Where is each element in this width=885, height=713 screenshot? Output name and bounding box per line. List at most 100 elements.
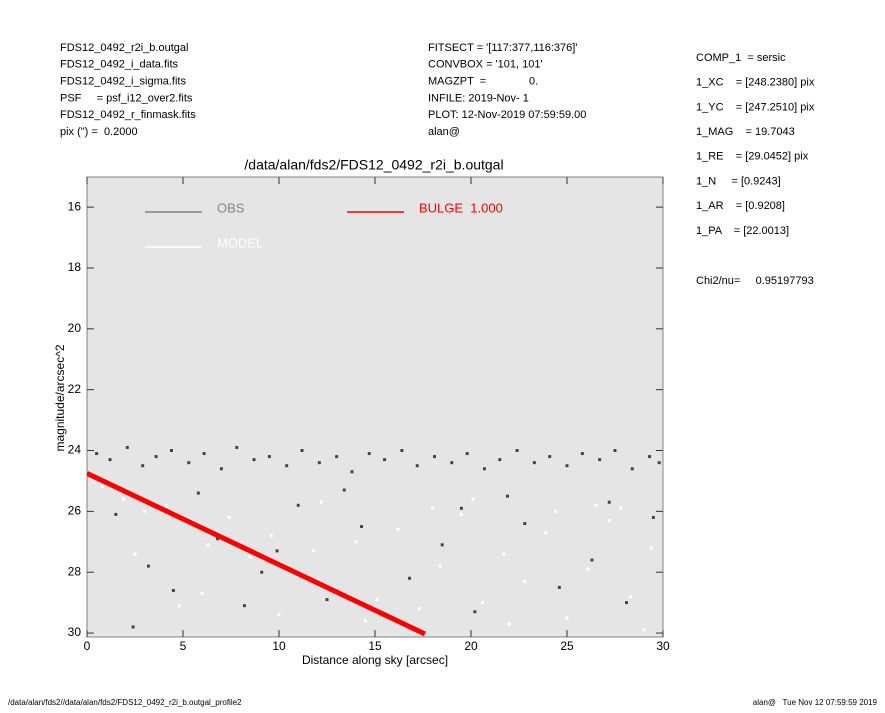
- data-point: [482, 467, 486, 471]
- data-point: [607, 518, 611, 522]
- data-point: [548, 455, 552, 459]
- x-tick-label: 0: [84, 639, 91, 653]
- plot-area: [87, 445, 661, 637]
- header-middle-line: FITSECT = '[117:377,116:376]': [428, 42, 577, 54]
- header-left-line: FDS12_0492_i_data.fits: [60, 59, 179, 71]
- footer-left: /data/alan/fds2//data/alan/fds2/FDS12_04…: [8, 698, 242, 707]
- data-point: [235, 445, 239, 449]
- data-point: [415, 464, 419, 468]
- y-tick-label: 16: [68, 199, 82, 213]
- data-point: [523, 579, 527, 583]
- data-point: [628, 595, 632, 599]
- data-point: [202, 452, 206, 456]
- data-point: [350, 470, 354, 474]
- data-point: [206, 543, 210, 547]
- data-point: [523, 522, 527, 526]
- data-point: [363, 619, 367, 623]
- data-point: [100, 485, 104, 489]
- header-right-line: 1_MAG = 19.7043: [696, 126, 795, 138]
- data-point: [275, 549, 279, 553]
- y-tick-label: 26: [68, 504, 82, 518]
- data-point: [630, 467, 634, 471]
- legend-label: OBS: [217, 200, 245, 215]
- data-point: [187, 461, 191, 465]
- data-point: [502, 552, 506, 556]
- data-point: [312, 549, 316, 553]
- data-point: [242, 604, 246, 608]
- data-point: [408, 576, 412, 580]
- data-point: [648, 455, 652, 459]
- data-point: [440, 543, 444, 547]
- y-tick-label: 18: [68, 260, 82, 274]
- data-point: [154, 455, 158, 459]
- header-middle-line: CONVBOX = '101, 101': [428, 59, 543, 71]
- x-tick-label: 10: [272, 639, 286, 653]
- data-point: [498, 458, 502, 462]
- data-point: [141, 464, 145, 468]
- data-point: [590, 558, 594, 562]
- y-tick-label: 24: [68, 443, 82, 457]
- data-point: [532, 461, 536, 465]
- data-point: [565, 616, 569, 620]
- data-point: [133, 552, 137, 556]
- data-point: [459, 506, 463, 510]
- data-point: [438, 564, 442, 568]
- data-point: [649, 546, 653, 550]
- data-point: [216, 537, 220, 541]
- y-tick-label: 20: [68, 321, 82, 335]
- legend-label: BULGE 1.000: [419, 200, 503, 215]
- data-point: [146, 564, 150, 568]
- header-middle-line: MAGZPT = 0.: [428, 76, 538, 88]
- data-point: [252, 458, 256, 462]
- data-point: [108, 458, 112, 462]
- header-middle-line: PLOT: 12-Nov-2019 07:59:59.00: [428, 109, 586, 121]
- header-middle-line: INFILE: 2019-Nov- 1: [428, 92, 529, 104]
- header-left-line: FDS12_0492_r_finmask.fits: [60, 109, 196, 121]
- legend-label: MODEL: [217, 235, 263, 250]
- data-point: [598, 458, 602, 462]
- data-point: [625, 601, 629, 605]
- plot-background: [86, 176, 664, 638]
- data-point: [269, 534, 273, 538]
- header-right-line: 1_RE = [29.0452] pix: [696, 151, 809, 163]
- data-point: [417, 607, 421, 611]
- x-tick-label: 5: [180, 639, 187, 653]
- data-point: [433, 455, 437, 459]
- chart-title: /data/alan/fds2/FDS12_0492_r2i_b.outgal: [244, 157, 503, 173]
- header-right-line: 1_YC = [247.2510] pix: [696, 101, 815, 113]
- data-point: [594, 503, 598, 507]
- y-tick-label: 30: [68, 625, 82, 639]
- data-point: [465, 452, 469, 456]
- data-point: [325, 598, 329, 602]
- data-point: [367, 452, 371, 456]
- y-tick-label: 28: [68, 564, 82, 578]
- header-left-line: FDS12_0492_r2i_b.outgal: [60, 42, 188, 54]
- data-point: [219, 467, 223, 471]
- header-left-line: pix (") = 0.2000: [60, 126, 138, 138]
- y-axis-label: magnitude/arcsec^2: [53, 344, 67, 451]
- data-point: [227, 515, 231, 519]
- data-point: [471, 497, 475, 501]
- header-right-line: 1_PA = [22.0013]: [696, 225, 789, 237]
- data-point: [450, 461, 454, 465]
- data-point: [651, 515, 655, 519]
- x-tick-label: 20: [464, 639, 478, 653]
- data-point: [607, 500, 611, 504]
- x-tick-label: 15: [368, 639, 382, 653]
- data-point: [248, 555, 252, 559]
- data-point: [354, 540, 358, 544]
- data-point: [642, 628, 646, 632]
- header-left-line: FDS12_0492_i_sigma.fits: [60, 76, 186, 88]
- data-point: [200, 591, 204, 595]
- data-point: [317, 461, 321, 465]
- header-right-line: 1_N = [0.9243]: [696, 175, 781, 187]
- data-point: [396, 528, 400, 532]
- data-point: [319, 500, 323, 504]
- data-point: [553, 509, 557, 513]
- data-point: [342, 488, 346, 492]
- data-point: [613, 449, 617, 453]
- header-right-line: COMP_1 = sersic: [696, 52, 786, 64]
- data-point: [114, 512, 118, 516]
